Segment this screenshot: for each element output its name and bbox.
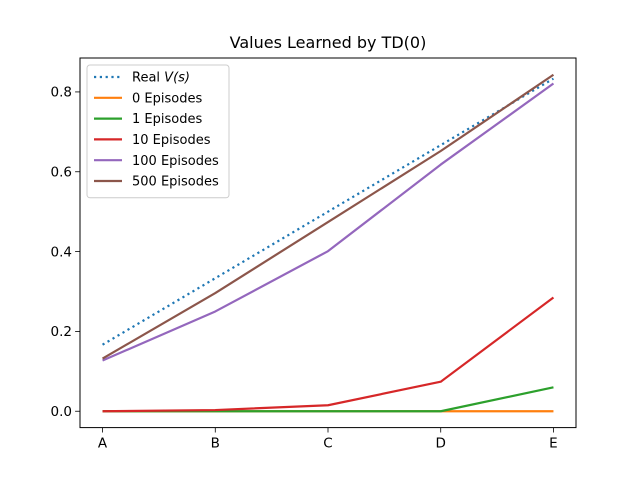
legend-label-0: Real V(s) (132, 71, 190, 86)
y-tick-label: 0.2 (51, 324, 72, 340)
x-axis: A B C D E (98, 427, 558, 452)
series-line-3 (102, 296, 555, 413)
y-tick-label: 0.6 (51, 165, 72, 181)
series-line-5 (101, 73, 555, 360)
chart-title: Values Learned by TD(0) (230, 33, 427, 52)
y-tick-label: 0.4 (51, 244, 72, 260)
legend-label-3: 10 Episodes (132, 133, 211, 148)
y-tick-label: 0.8 (51, 85, 72, 101)
series-line-4 (102, 82, 555, 362)
legend-label-1: 0 Episodes (132, 91, 202, 106)
legend-label-4: 100 Episodes (132, 154, 219, 169)
x-tick-label: D (436, 436, 446, 452)
legend-label-2: 1 Episodes (132, 112, 202, 127)
x-tick-label: A (98, 436, 108, 452)
y-axis: 0.0 0.2 0.4 0.6 0.8 (51, 85, 80, 420)
series-layer (101, 73, 555, 413)
x-tick-label: C (323, 436, 332, 452)
x-tick-label: B (211, 436, 220, 452)
legend-box (86, 64, 230, 199)
series-line-0 (101, 77, 555, 346)
legend-label-5: 500 Episodes (132, 175, 219, 190)
legend: Real V(s) 0 Episodes 1 Episodes 10 Episodes… (86, 64, 230, 199)
y-tick-label: 0.0 (51, 404, 72, 420)
x-tick-label: E (549, 436, 558, 452)
